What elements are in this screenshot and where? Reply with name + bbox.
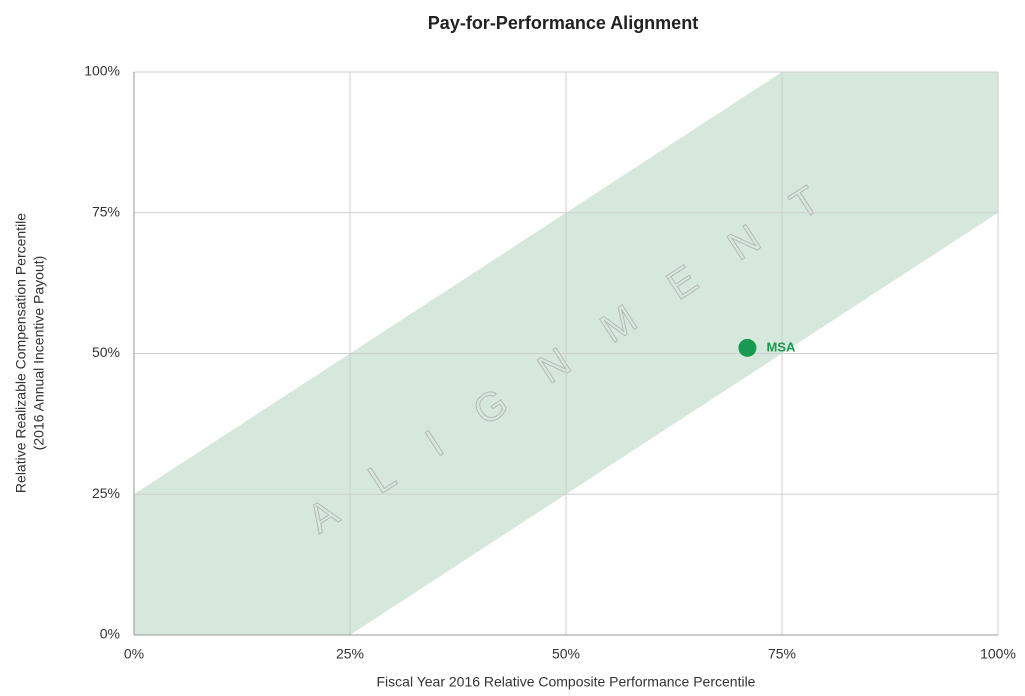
point-label: MSA (766, 339, 796, 354)
x-tick-label: 25% (336, 646, 364, 662)
y-axis-label: Relative Realizable Compensation Percent… (13, 213, 29, 493)
y-tick-label: 50% (92, 344, 120, 360)
x-tick-label: 100% (980, 646, 1016, 662)
y-tick-label: 100% (84, 63, 120, 79)
y-tick-label: 75% (92, 203, 120, 219)
x-tick-label: 75% (768, 646, 796, 662)
x-tick-label: 50% (552, 646, 580, 662)
x-tick-label: 0% (124, 646, 144, 662)
point (738, 338, 757, 357)
chart-title: Pay-for-Performance Alignment (428, 13, 698, 33)
y-axis-label: (2016 Annual Incentive Payout) (31, 256, 47, 451)
y-tick-label: 25% (92, 485, 120, 501)
y-tick-label: 0% (100, 626, 120, 642)
x-axis-label: Fiscal Year 2016 Relative Composite Perf… (377, 674, 756, 690)
